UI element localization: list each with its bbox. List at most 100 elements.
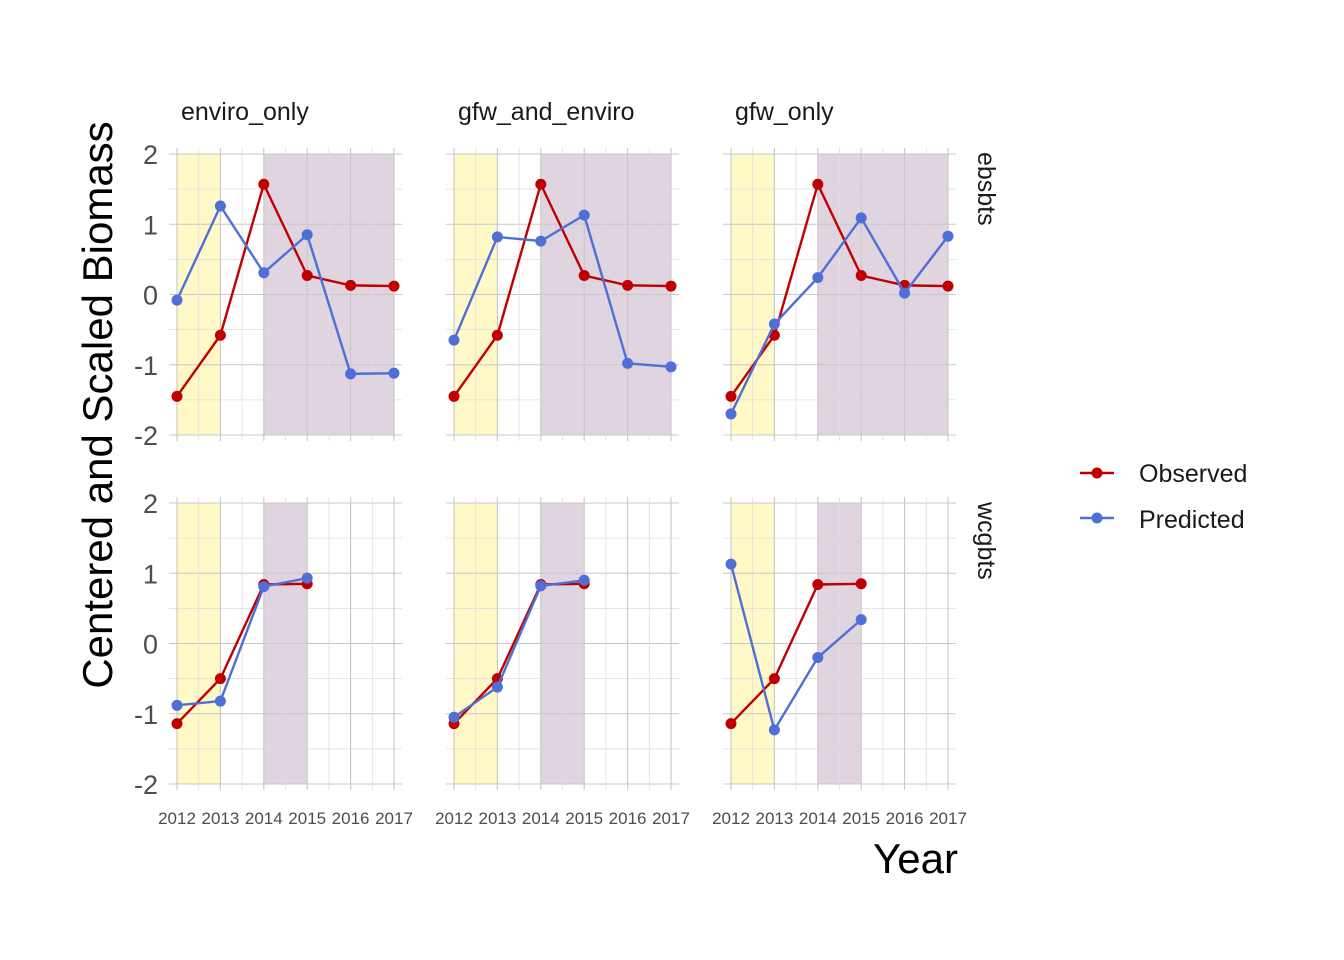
series-line-observed [453,183,672,398]
data-point-observed [214,673,226,685]
series-line-observed [176,582,308,725]
data-point-predicted [812,652,824,664]
x-tick-label: 2012 [435,809,473,828]
data-point-predicted [768,318,780,330]
facet-title-gfw-only: gfw_only [735,98,834,126]
x-tick-label: 2012 [158,809,196,828]
data-point-predicted [258,581,270,593]
data-point-observed [812,578,824,590]
series-line-predicted [452,213,672,369]
data-point-predicted [491,231,503,243]
legend-label-observed: Observed [1139,460,1247,488]
facet-title-enviro-only: enviro_only [181,98,309,126]
data-point-predicted [301,572,313,584]
y-tick-label: -2 [134,421,158,451]
y-tick-label: 1 [143,210,158,240]
data-point-observed [622,279,634,291]
data-point-observed [768,673,780,685]
data-point-predicted [388,367,400,379]
data-point-observed [301,270,313,282]
legend-label-predicted: Predicted [1139,506,1245,534]
data-point-predicted [725,408,737,420]
data-point-observed [942,280,954,292]
series-line-predicted [729,216,949,415]
series-line-predicted [729,563,862,732]
x-tick-label: 2015 [288,809,326,828]
y-axis-title: Centered and Scaled Biomass [74,121,121,688]
data-point-predicted [491,681,503,693]
y-tick-label: 0 [143,281,158,311]
y-tick-label: -1 [134,351,158,381]
x-tick-label: 2013 [755,809,793,828]
series-line-observed [730,582,862,725]
data-point-predicted [214,695,226,707]
y-tick-label: 2 [143,489,158,519]
x-tick-label: 2017 [652,809,690,828]
data-point-predicted [768,724,780,736]
data-point-observed [491,329,503,341]
data-point-predicted [665,361,677,373]
data-point-observed [725,718,737,730]
data-point-predicted [578,209,590,221]
panel-ebsbts-gfw_only [723,148,956,441]
data-point-predicted [171,294,183,306]
data-point-observed [768,329,780,341]
data-point-predicted [942,230,954,242]
column-strip-titles: enviro_only gfw_and_enviro gfw_only [181,98,834,126]
x-tick-label: 2013 [478,809,516,828]
data-point-predicted [812,272,824,284]
series-line-predicted [176,576,308,707]
x-tick-label: 2014 [245,809,283,828]
x-tick-label: 2013 [201,809,239,828]
data-point-observed [578,270,590,282]
data-point-predicted [578,574,590,586]
data-point-predicted [258,267,270,279]
data-point-observed [725,390,737,402]
y-tick-label: -2 [134,770,158,800]
data-point-observed [345,279,357,291]
data-point-observed [171,718,183,730]
y-tick-label: 0 [143,630,158,660]
series-line-predicted [453,579,585,719]
data-point-predicted [855,614,867,626]
row-strip-titles: ebsbts wcgbts [972,152,1000,580]
data-point-predicted [725,558,737,570]
x-tick-label: 2016 [609,809,647,828]
data-point-predicted [535,580,547,592]
data-point-observed [171,390,183,402]
x-tick-label: 2017 [375,809,413,828]
data-point-predicted [622,357,634,369]
x-tick-label: 2014 [522,809,560,828]
x-tick-label: 2016 [886,809,924,828]
data-point-predicted [448,334,460,346]
legend-marker-predicted [1091,512,1103,524]
data-point-observed [665,280,677,292]
facet-title-gfw-and-enviro: gfw_and_enviro [458,98,635,126]
x-tick-label: 2015 [565,809,603,828]
facet-row-wcgbts: wcgbts [972,501,1000,580]
data-point-observed [448,390,460,402]
y-tick-label: 2 [143,140,158,170]
data-point-predicted [899,287,911,299]
x-tick-label: 2017 [929,809,967,828]
panel-ebsbts-enviro_only: 2 1 0 -1 -2 [134,140,402,451]
x-tick-label: 2014 [799,809,837,828]
data-point-predicted [855,212,867,224]
data-point-observed [812,178,824,190]
series-line-observed [176,183,395,398]
data-point-predicted [448,711,460,723]
panel-wcgbts-gfw_and_enviro: 2012 2013 2014 2015 2016 2017 [435,497,690,828]
panel-ebsbts-gfw_and_enviro [446,148,679,441]
legend: Observed Predicted [1080,460,1247,534]
facet-row-ebsbts: ebsbts [972,152,1000,226]
x-axis-title: Year [873,835,958,882]
x-tick-label: 2012 [712,809,750,828]
data-point-observed [855,270,867,282]
data-point-predicted [345,368,357,380]
x-tick-label: 2015 [842,809,880,828]
y-tick-label: -1 [134,700,158,730]
data-point-observed [535,178,547,190]
